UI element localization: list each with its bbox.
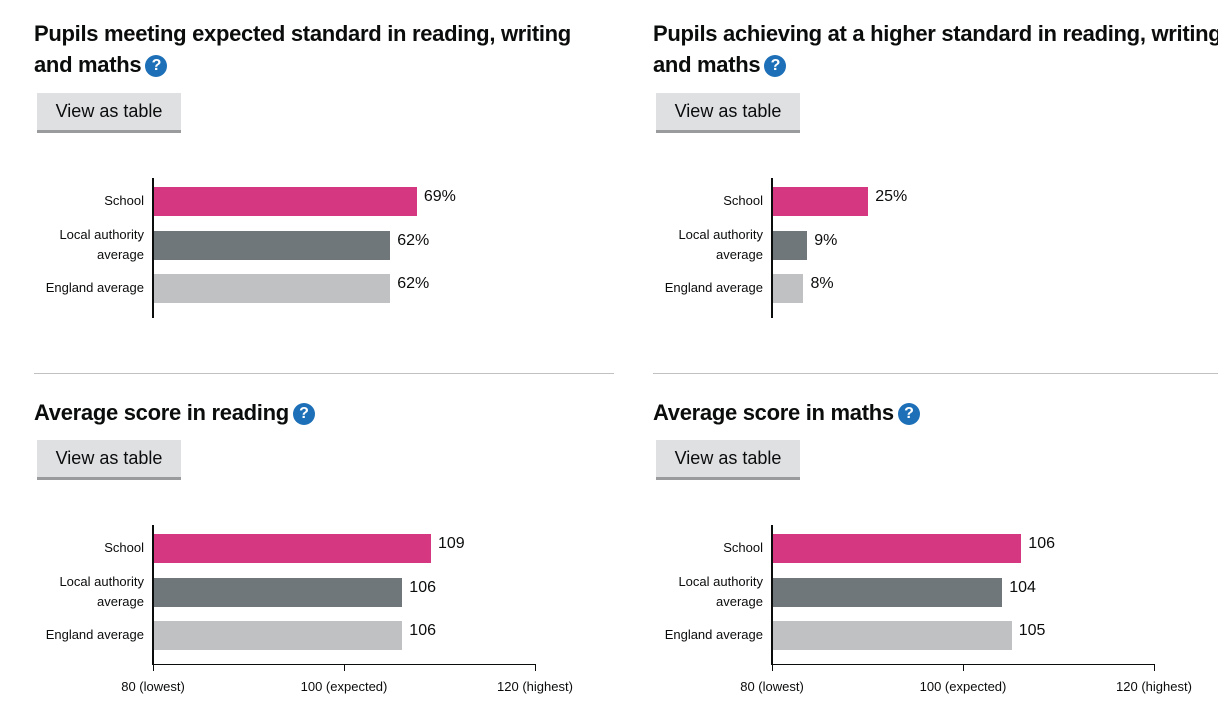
x-tick-label: 120 (highest)	[1116, 679, 1192, 694]
bar-england-average	[773, 274, 804, 303]
bar-local-authority-average	[773, 578, 1003, 607]
chart-title: Pupils achieving at a higher standard in…	[653, 18, 1218, 80]
y-axis	[152, 525, 154, 665]
bar-school	[154, 534, 431, 563]
x-tick	[535, 664, 536, 671]
x-tick	[963, 664, 964, 671]
row-label-england-average: England average	[664, 280, 763, 295]
value-label-school: 106	[1028, 535, 1055, 552]
value-label-school: 69%	[423, 188, 456, 205]
x-axis	[771, 664, 1154, 665]
y-axis	[152, 178, 154, 318]
chart-title-text: Pupils achieving at a higher standard in…	[653, 21, 1218, 77]
bar-chart: School 69% Local authority average 62% Engla…	[34, 178, 614, 358]
chart-title-text: Pupils meeting expected standard in read…	[34, 21, 571, 77]
row-label-school: School	[723, 540, 763, 555]
bar-england-average	[154, 274, 391, 303]
bar-school	[773, 187, 869, 216]
bar-local-authority-average	[154, 578, 403, 607]
help-icon[interactable]: ?	[764, 55, 787, 78]
panel-reading-score: Average score in reading? View as table 80…	[34, 377, 614, 707]
y-axis	[771, 178, 773, 318]
bar-england-average	[773, 621, 1012, 650]
divider	[34, 373, 614, 374]
row-label-england-average: England average	[664, 627, 763, 642]
bar-school	[154, 187, 417, 216]
value-label-england-average: 8%	[810, 275, 834, 292]
value-label-school: 25%	[875, 188, 908, 205]
chart-title: Average score in reading?	[34, 397, 609, 428]
row-label-school: School	[723, 193, 763, 208]
x-tick-label: 120 (highest)	[497, 679, 573, 694]
bar-chart: 80 (lowest) 100 (expected) 120 (highest) Sc…	[34, 525, 614, 705]
x-tick-label: 80 (lowest)	[121, 679, 185, 694]
help-icon[interactable]: ?	[292, 403, 315, 426]
x-tick	[772, 664, 773, 671]
help-icon[interactable]: ?	[145, 55, 168, 78]
chart-title: Average score in maths?	[653, 397, 1218, 428]
view-as-table-button[interactable]: View as table	[656, 440, 800, 480]
panel-expected-standard: Pupils meeting expected standard in read…	[34, 0, 614, 340]
value-label-local-authority-average: 106	[409, 579, 436, 596]
row-label-england-average: England average	[45, 627, 144, 642]
row-label-local-authority-average: Local authority average	[678, 227, 763, 262]
chart-title-text: Average score in maths	[653, 400, 894, 425]
x-tick	[1154, 664, 1155, 671]
x-tick-label: 80 (lowest)	[740, 679, 804, 694]
bar-school	[773, 534, 1022, 563]
chart-title-text: Average score in reading	[34, 400, 289, 425]
bar-local-authority-average	[154, 231, 391, 260]
x-tick	[344, 664, 345, 671]
help-icon[interactable]: ?	[897, 403, 920, 426]
bar-local-authority-average	[773, 231, 808, 260]
x-tick-label: 100 (expected)	[919, 679, 1007, 694]
row-label-school: School	[104, 193, 144, 208]
bar-england-average	[154, 621, 403, 650]
row-label-local-authority-average: Local authority average	[678, 574, 763, 609]
value-label-england-average: 62%	[397, 275, 430, 292]
view-as-table-button[interactable]: View as table	[656, 93, 800, 133]
value-label-school: 109	[437, 535, 465, 552]
bar-chart: 80 (lowest) 100 (expected) 120 (highest) Sc…	[653, 525, 1218, 705]
value-label-england-average: 105	[1018, 622, 1046, 639]
chart-title: Pupils meeting expected standard in read…	[34, 18, 609, 80]
x-tick-label: 100 (expected)	[300, 679, 388, 694]
value-label-local-authority-average: 104	[1009, 579, 1036, 596]
value-label-local-authority-average: 9%	[814, 232, 838, 249]
row-label-local-authority-average: Local authority average	[59, 574, 144, 609]
panel-higher-standard: Pupils achieving at a higher standard in…	[653, 0, 1218, 340]
row-label-england-average: England average	[45, 280, 144, 295]
x-tick	[153, 664, 154, 671]
y-axis	[771, 525, 773, 665]
row-label-local-authority-average: Local authority average	[59, 227, 144, 262]
panel-maths-score: Average score in maths? View as table 80 (…	[653, 377, 1218, 707]
x-axis	[152, 664, 535, 665]
view-as-table-button[interactable]: View as table	[37, 93, 181, 133]
divider	[653, 373, 1218, 374]
view-as-table-button[interactable]: View as table	[37, 440, 181, 480]
value-label-local-authority-average: 62%	[397, 232, 430, 249]
value-label-england-average: 106	[409, 622, 436, 639]
bar-chart: School 25% Local authority average 9% Englan…	[653, 178, 1218, 358]
row-label-school: School	[104, 540, 144, 555]
